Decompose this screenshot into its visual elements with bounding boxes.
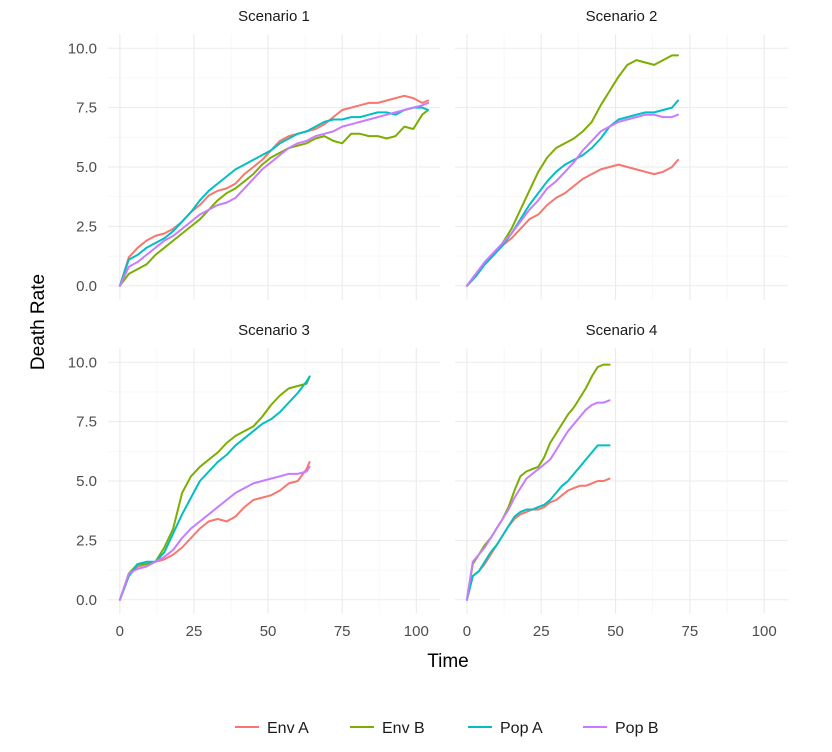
y-tick-label: 10.0 bbox=[68, 40, 97, 57]
legend-label: Pop A bbox=[500, 720, 543, 737]
facet-title: Scenario 1 bbox=[238, 8, 310, 25]
series-line-pop-b bbox=[118, 465, 311, 601]
x-tick-label: 100 bbox=[404, 623, 429, 640]
x-tick-label: 0 bbox=[463, 623, 471, 640]
series-line-pop-a bbox=[465, 444, 611, 601]
series-line-env-a bbox=[118, 461, 311, 601]
facet-panel-3: Scenario 3 0.0 2.5 5.0 7.5 10.0 0 25 50 75 100 bbox=[68, 322, 440, 640]
facet-title: Scenario 2 bbox=[586, 8, 658, 25]
y-tick-label: 0.0 bbox=[76, 278, 97, 295]
y-tick-label: 10.0 bbox=[68, 354, 97, 371]
series-line-env-a bbox=[465, 477, 611, 601]
x-tick-label: 50 bbox=[260, 623, 277, 640]
series-line-env-a bbox=[465, 158, 679, 287]
facet-panel-1: Scenario 1 0.0 2.5 5.0 7.5 10.0 bbox=[68, 8, 440, 300]
y-axis-title: Death Rate bbox=[28, 274, 49, 370]
y-tick-label: 2.5 bbox=[76, 218, 97, 235]
legend-item-pop-b: Pop B bbox=[583, 720, 659, 737]
x-tick-label: 25 bbox=[533, 623, 550, 640]
y-tick-label: 5.0 bbox=[76, 159, 97, 176]
series-line-pop-b bbox=[118, 101, 430, 287]
series-line-env-a bbox=[118, 94, 430, 287]
x-tick-label: 0 bbox=[116, 623, 124, 640]
y-tick-label: 2.5 bbox=[76, 532, 97, 549]
facet-title: Scenario 4 bbox=[586, 322, 658, 339]
y-tick-label: 7.5 bbox=[76, 414, 97, 431]
y-tick-label: 5.0 bbox=[76, 473, 97, 490]
series-line-env-b bbox=[465, 54, 679, 287]
x-tick-label: 100 bbox=[752, 623, 777, 640]
legend: Env A Env B Pop A Pop B bbox=[235, 720, 659, 737]
legend-item-env-a: Env A bbox=[235, 720, 309, 737]
legend-item-pop-a: Pop A bbox=[468, 720, 543, 737]
series-line-pop-b bbox=[465, 113, 679, 287]
series-line-pop-b bbox=[465, 399, 611, 601]
legend-label: Env A bbox=[267, 720, 309, 737]
facet-title: Scenario 3 bbox=[238, 322, 310, 339]
y-tick-label: 7.5 bbox=[76, 100, 97, 117]
series-line-pop-a bbox=[118, 375, 311, 601]
x-tick-label: 75 bbox=[334, 623, 351, 640]
legend-item-env-b: Env B bbox=[350, 720, 425, 737]
series-line-env-b bbox=[465, 363, 611, 601]
x-axis-title: Time bbox=[427, 651, 469, 672]
y-tick-label: 0.0 bbox=[76, 592, 97, 609]
legend-label: Pop B bbox=[615, 720, 659, 737]
x-tick-label: 75 bbox=[682, 623, 699, 640]
series-line-pop-a bbox=[465, 99, 679, 287]
series-line-env-b bbox=[118, 109, 430, 287]
legend-label: Env B bbox=[382, 720, 425, 737]
x-tick-label: 50 bbox=[607, 623, 624, 640]
facet-panels: Scenario 1 0.0 2.5 5.0 7.5 10.0 Scenario 2 Scen… bbox=[68, 8, 788, 640]
facet-panel-2: Scenario 2 bbox=[455, 8, 788, 300]
x-tick-label: 25 bbox=[186, 623, 203, 640]
facet-panel-4: Scenario 4 0 25 50 75 100 bbox=[455, 322, 788, 640]
series-line-pop-a bbox=[118, 106, 430, 287]
